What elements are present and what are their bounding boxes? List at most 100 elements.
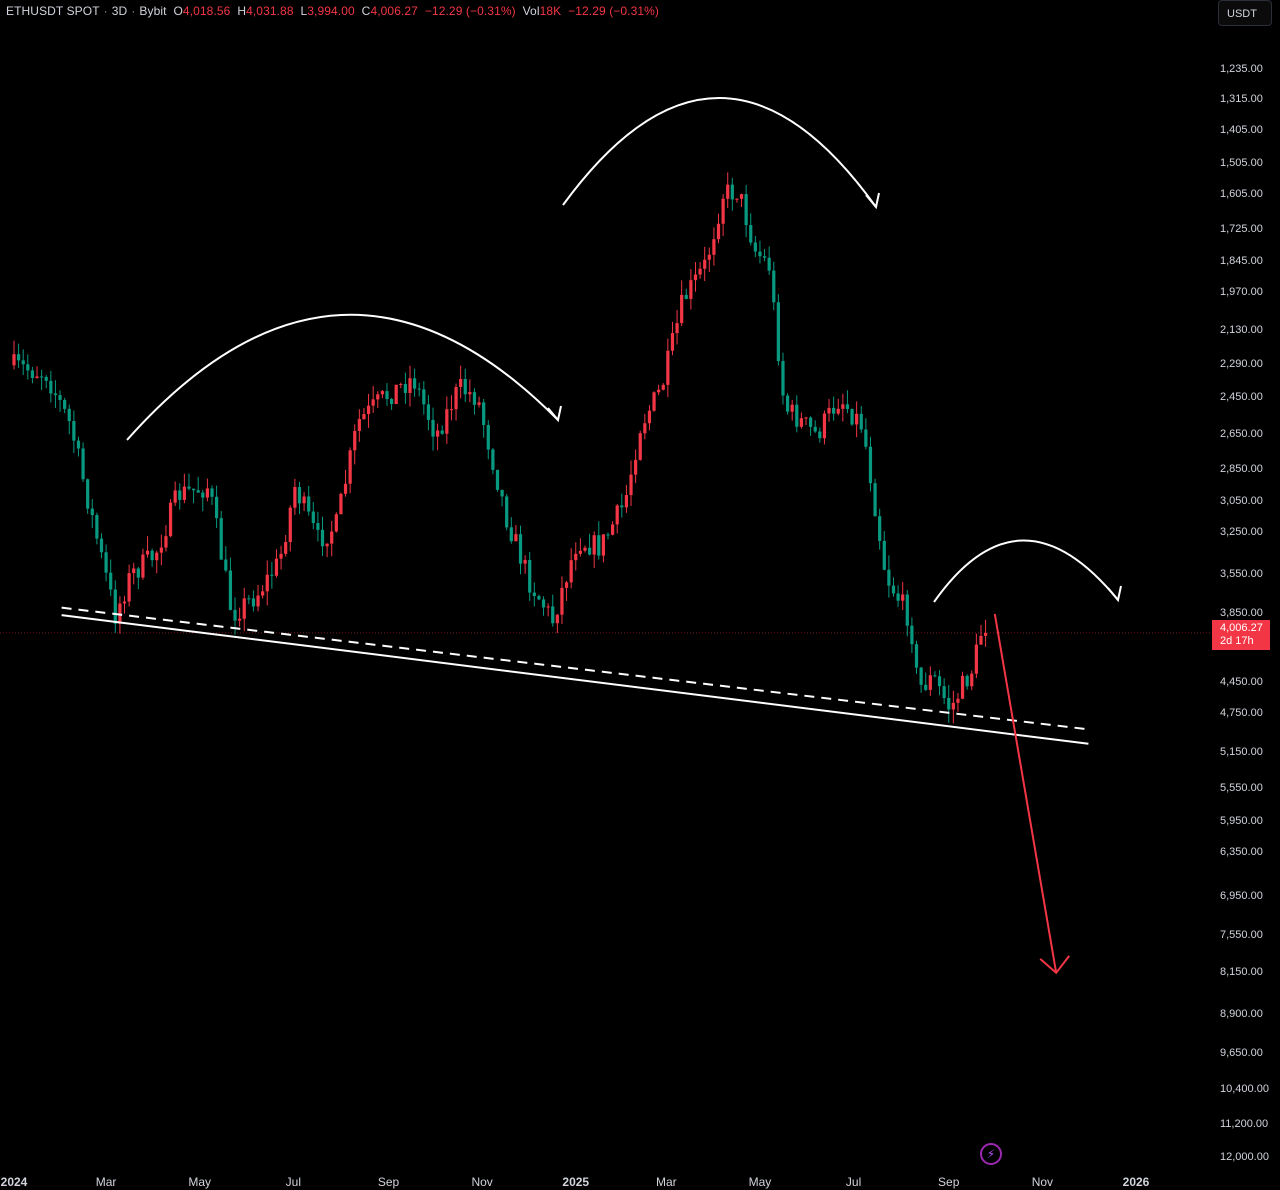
candle-body	[974, 644, 978, 674]
candle-body	[555, 614, 559, 624]
candle-body	[652, 392, 656, 411]
head-arc	[562, 97, 877, 208]
candle-body	[182, 486, 186, 500]
candle-body	[159, 547, 163, 553]
candle-body	[58, 395, 62, 401]
candle-body	[937, 676, 942, 687]
candle-body	[210, 488, 214, 497]
candle-body	[214, 496, 219, 519]
candle-body	[689, 280, 693, 299]
x-tick-label: May	[188, 1175, 212, 1189]
candle-body	[942, 686, 946, 699]
legend-interval[interactable]: 3D	[111, 4, 128, 18]
candle-body	[666, 350, 670, 385]
dashed-trendline	[61, 606, 1089, 731]
candle-body	[592, 535, 596, 555]
candle-body	[30, 370, 35, 378]
candle-body	[261, 591, 265, 596]
candle-body	[371, 399, 375, 406]
candle-body	[201, 492, 205, 498]
candle-body	[155, 552, 159, 561]
y-tick-label: 4,450.00	[1220, 676, 1263, 689]
candle-body	[767, 257, 771, 271]
candle-body	[919, 667, 923, 685]
x-tick-label: 2026	[1122, 1175, 1150, 1189]
candle-body	[564, 582, 569, 588]
candle-body	[855, 413, 859, 425]
candle-body	[325, 543, 329, 547]
y-tick-label: 11,200.00	[1220, 1117, 1269, 1130]
y-tick-label: 5,550.00	[1220, 781, 1263, 794]
candle-body	[348, 450, 352, 484]
candle-body	[150, 550, 154, 561]
x-tick-label: Mar	[655, 1175, 677, 1189]
candle-body	[403, 383, 408, 393]
candle-body	[320, 529, 325, 547]
candle-body	[113, 589, 117, 624]
candle-body	[693, 274, 698, 281]
candle-body	[196, 490, 200, 493]
y-tick-label: 2,850.00	[1220, 462, 1263, 475]
y-tick-label: 1,605.00	[1220, 188, 1263, 201]
candle-body	[109, 572, 113, 590]
candle-body	[790, 404, 794, 412]
y-tick-label: 2,450.00	[1220, 390, 1263, 403]
legend-vol-label: Vol	[522, 4, 540, 18]
legend-exchange: Bybit	[139, 4, 167, 18]
candle-body	[541, 599, 546, 608]
candle-body	[21, 360, 25, 365]
y-tick-label: 10,400.00	[1220, 1082, 1269, 1095]
candle-body	[187, 486, 191, 489]
candle-body	[509, 527, 513, 542]
candle-body	[505, 496, 509, 528]
candle-body	[26, 364, 30, 371]
candle-body	[16, 354, 21, 361]
candle-body	[99, 538, 104, 553]
y-tick-label: 1,505.00	[1220, 157, 1263, 170]
left-shoulder-arc	[126, 313, 559, 441]
candle-body	[528, 560, 532, 593]
candle-body	[804, 417, 808, 419]
candle-body	[712, 239, 716, 255]
lightning-icon[interactable]: ⚡	[980, 1143, 1002, 1165]
candle-body	[44, 376, 48, 381]
legend-vol-change: −12.29 (−0.31%)	[568, 4, 660, 18]
candle-body	[832, 407, 836, 414]
candle-body	[141, 554, 145, 578]
candle-body	[739, 194, 744, 199]
candle-body	[947, 698, 951, 710]
candle-body	[173, 490, 177, 503]
candle-body	[744, 194, 748, 226]
legend-close-label: C	[361, 4, 371, 18]
candle-body	[445, 409, 449, 434]
candle-body	[799, 418, 804, 427]
arc-arrowhead	[547, 405, 562, 423]
candle-body	[353, 430, 357, 451]
candle-body	[399, 383, 403, 385]
candle-body	[284, 541, 288, 554]
candle-body	[560, 587, 564, 615]
currency-button[interactable]: USDT	[1218, 0, 1272, 26]
y-tick-label: 4,750.00	[1220, 707, 1263, 720]
candle-body	[721, 198, 725, 224]
candle-body	[256, 595, 260, 607]
candle-body	[49, 380, 53, 394]
candle-body	[224, 559, 228, 571]
legend-vol: 18K	[539, 4, 562, 18]
legend-symbol[interactable]: ETHUSDT SPOT	[6, 4, 100, 18]
projection-arrowhead	[1039, 955, 1070, 975]
candle-body	[785, 395, 790, 412]
candle-body	[841, 404, 845, 409]
candle-body	[339, 493, 343, 515]
candle-body	[164, 536, 168, 548]
candle-body	[422, 389, 426, 405]
y-tick-label: 5,150.00	[1220, 746, 1263, 759]
candle-body	[730, 184, 734, 200]
candle-body	[523, 560, 527, 564]
arc-arrowhead	[865, 192, 880, 210]
candle-body	[979, 635, 983, 645]
y-tick-label: 6,950.00	[1220, 889, 1263, 902]
candle-body	[219, 518, 223, 560]
candle-body	[242, 598, 246, 619]
